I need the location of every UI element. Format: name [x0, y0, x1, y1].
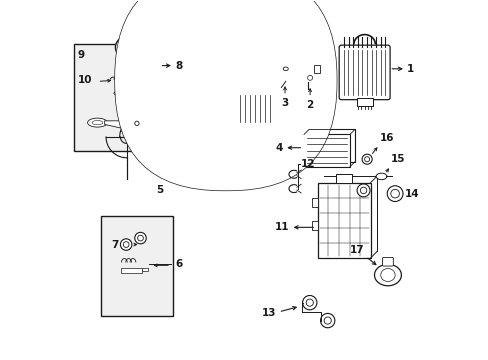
- Text: 5: 5: [156, 185, 163, 195]
- Ellipse shape: [282, 70, 289, 82]
- Circle shape: [324, 317, 330, 324]
- Ellipse shape: [114, 91, 120, 95]
- Text: 4: 4: [275, 143, 282, 153]
- Circle shape: [362, 154, 371, 164]
- Text: 7: 7: [111, 239, 118, 249]
- FancyBboxPatch shape: [304, 134, 349, 167]
- Text: 12: 12: [301, 158, 315, 168]
- FancyBboxPatch shape: [115, 0, 336, 191]
- Circle shape: [305, 299, 313, 306]
- Circle shape: [356, 184, 369, 197]
- Circle shape: [320, 314, 334, 328]
- Circle shape: [364, 157, 369, 162]
- FancyBboxPatch shape: [218, 81, 233, 94]
- Bar: [311, 198, 317, 207]
- Text: 1: 1: [407, 64, 414, 74]
- Bar: [356, 98, 372, 107]
- Ellipse shape: [375, 173, 386, 180]
- Text: 3: 3: [281, 98, 288, 108]
- Ellipse shape: [122, 39, 152, 56]
- Text: 9: 9: [78, 50, 85, 60]
- Text: 17: 17: [349, 245, 364, 255]
- Circle shape: [307, 75, 312, 80]
- Bar: [101, 216, 172, 316]
- Ellipse shape: [374, 264, 401, 286]
- Ellipse shape: [87, 118, 107, 127]
- FancyBboxPatch shape: [138, 54, 161, 80]
- Text: 11: 11: [274, 222, 288, 232]
- Circle shape: [132, 119, 141, 128]
- Bar: [336, 174, 351, 183]
- Circle shape: [123, 242, 129, 247]
- Bar: [142, 268, 147, 271]
- Text: 2: 2: [306, 100, 313, 111]
- Ellipse shape: [92, 121, 102, 125]
- Ellipse shape: [212, 91, 239, 126]
- Circle shape: [360, 187, 366, 194]
- Ellipse shape: [380, 269, 394, 282]
- Text: 13: 13: [261, 308, 276, 318]
- FancyBboxPatch shape: [339, 45, 389, 100]
- Circle shape: [386, 186, 402, 202]
- Bar: [74, 44, 144, 151]
- FancyBboxPatch shape: [146, 77, 152, 86]
- Ellipse shape: [218, 99, 233, 118]
- Circle shape: [390, 189, 399, 198]
- Text: 6: 6: [175, 259, 183, 269]
- Ellipse shape: [115, 92, 119, 94]
- Polygon shape: [104, 121, 122, 128]
- Circle shape: [137, 235, 143, 241]
- FancyBboxPatch shape: [301, 71, 321, 84]
- FancyBboxPatch shape: [382, 257, 392, 266]
- Circle shape: [135, 232, 146, 244]
- Bar: [317, 183, 370, 258]
- Circle shape: [120, 239, 132, 250]
- Circle shape: [135, 121, 139, 126]
- Text: 8: 8: [175, 60, 182, 71]
- Text: 16: 16: [379, 134, 394, 143]
- Ellipse shape: [283, 67, 287, 71]
- Bar: [313, 65, 320, 73]
- FancyBboxPatch shape: [308, 130, 354, 162]
- Ellipse shape: [115, 33, 158, 62]
- Bar: [311, 221, 317, 230]
- Text: 14: 14: [404, 189, 418, 199]
- Text: 10: 10: [78, 75, 92, 85]
- Text: 15: 15: [390, 154, 405, 164]
- Circle shape: [302, 296, 316, 310]
- Bar: [121, 268, 142, 273]
